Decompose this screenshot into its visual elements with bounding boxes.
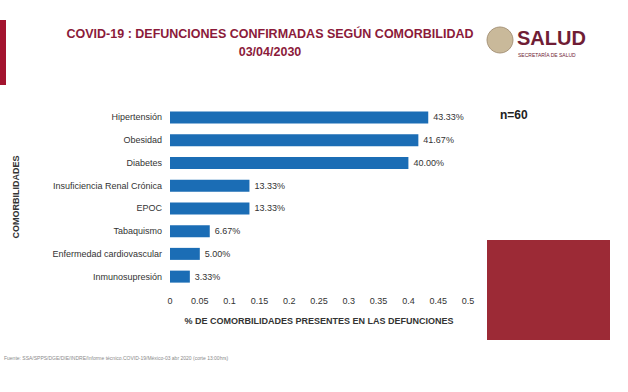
svg-text:0: 0 <box>167 296 172 306</box>
svg-text:COVID-19 : DEFUNCIONES CONFIRM: COVID-19 : DEFUNCIONES CONFIRMADAS SEGÚN… <box>67 26 474 41</box>
svg-text:5.00%: 5.00% <box>205 249 231 259</box>
svg-text:13.33%: 13.33% <box>254 203 285 213</box>
svg-text:0.2: 0.2 <box>283 296 296 306</box>
svg-text:0.35: 0.35 <box>370 296 388 306</box>
svg-text:0.15: 0.15 <box>251 296 269 306</box>
svg-text:43.33%: 43.33% <box>433 112 464 122</box>
svg-text:SECRETARÍA DE SALUD: SECRETARÍA DE SALUD <box>518 52 576 58</box>
svg-text:41.67%: 41.67% <box>423 135 454 145</box>
svg-text:Diabetes: Diabetes <box>126 158 162 168</box>
svg-text:EPOC: EPOC <box>136 203 162 213</box>
svg-text:COMORBILIDADES: COMORBILIDADES <box>11 156 21 239</box>
svg-text:0.05: 0.05 <box>191 296 209 306</box>
svg-text:Enfermedad cardiovascular: Enfermedad cardiovascular <box>52 249 162 259</box>
svg-text:3.33%: 3.33% <box>195 272 221 282</box>
svg-text:n=60: n=60 <box>500 108 528 122</box>
svg-text:13.33%: 13.33% <box>254 181 285 191</box>
svg-text:40.00%: 40.00% <box>413 158 444 168</box>
svg-text:Hipertensión: Hipertensión <box>111 112 162 122</box>
svg-text:% DE COMORBILIDADES PRESENTES: % DE COMORBILIDADES PRESENTES EN LAS DEF… <box>184 316 453 326</box>
svg-text:03/04/2030: 03/04/2030 <box>239 45 302 59</box>
svg-text:SALUD: SALUD <box>517 27 586 49</box>
svg-text:0.4: 0.4 <box>402 296 415 306</box>
svg-text:6.67%: 6.67% <box>215 226 241 236</box>
svg-text:0.25: 0.25 <box>310 296 328 306</box>
svg-text:Insuficiencia Renal Crónica: Insuficiencia Renal Crónica <box>53 181 162 191</box>
svg-text:Tabaquismo: Tabaquismo <box>113 226 162 236</box>
svg-text:Inmunosupresión: Inmunosupresión <box>93 272 162 282</box>
svg-text:0.3: 0.3 <box>343 296 356 306</box>
svg-text:Obesidad: Obesidad <box>123 135 162 145</box>
svg-text:0.5: 0.5 <box>462 296 475 306</box>
svg-text:0.1: 0.1 <box>223 296 236 306</box>
svg-text:Fuente: SSA/SPPS/DGE/DIE/INDRE: Fuente: SSA/SPPS/DGE/DIE/INDRE/Informe t… <box>4 355 229 361</box>
svg-text:0.45: 0.45 <box>429 296 447 306</box>
